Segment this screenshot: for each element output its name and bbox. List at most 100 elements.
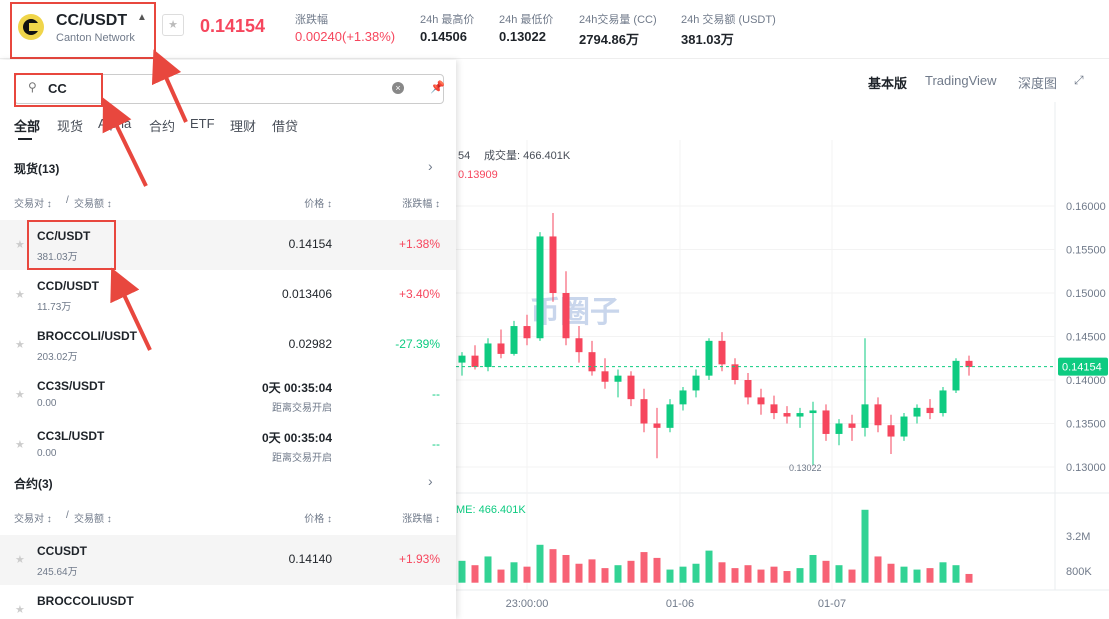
last-price-tag xyxy=(1058,357,1108,376)
star[interactable]: ★ xyxy=(15,239,25,251)
volume-bar xyxy=(679,566,687,583)
column-header[interactable]: 交易额 xyxy=(74,195,112,210)
volume-bar xyxy=(562,554,570,583)
column-header[interactable]: 涨跌幅 xyxy=(402,195,440,210)
volume-bar xyxy=(575,563,583,583)
candle-body xyxy=(939,390,947,414)
star[interactable]: ★ xyxy=(15,554,25,566)
volume-bar xyxy=(926,568,934,583)
stat-label: 24h 最低价 xyxy=(499,14,554,26)
column-header[interactable]: 价格 xyxy=(304,195,332,210)
volume-bar xyxy=(601,568,609,583)
fullscreen[interactable]: ⤢ xyxy=(1074,73,1084,87)
stat-label: 24h交易量 (CC) xyxy=(579,14,657,26)
candle-body xyxy=(822,410,830,434)
view-tab[interactable]: 基本版 xyxy=(868,76,908,91)
volume-bar xyxy=(770,566,778,583)
volume-bar xyxy=(666,569,674,583)
volume-bar xyxy=(497,569,505,583)
pin[interactable]: 📌 xyxy=(430,80,445,94)
market-row[interactable]: ★ CC/USDT 381.03万 0.14154 +1.38% xyxy=(0,220,456,270)
filter-tab[interactable]: 借贷 xyxy=(272,119,299,134)
filter-tab[interactable]: 理财 xyxy=(230,119,257,134)
volume: 0.00 xyxy=(37,448,57,459)
highlight-box xyxy=(10,2,156,59)
candle-body xyxy=(705,340,713,376)
market-row[interactable]: ★ CC3S/USDT 0.00 0天 00:35:04 距离交易开启 -- xyxy=(0,370,456,420)
price: 0.013406 xyxy=(281,287,332,301)
volume-bar xyxy=(965,573,973,583)
star[interactable]: ★ xyxy=(15,289,25,301)
column-header[interactable]: 价格 xyxy=(304,510,332,525)
candle-body xyxy=(926,407,934,414)
market-row[interactable]: ★ CCD/USDT 11.73万 0.013406 +3.40% xyxy=(0,270,456,320)
volume-legend: ME: 466.401K xyxy=(456,504,526,516)
volume-bar xyxy=(952,565,960,583)
market-row[interactable]: ★ CCUSDT 245.64万 0.14140 +1.93% xyxy=(0,535,456,585)
filter-tab[interactable]: Alpha xyxy=(98,116,132,131)
last-price: 0.14154 xyxy=(200,16,266,36)
candle-body xyxy=(731,364,739,380)
chevron[interactable]: › xyxy=(428,473,433,489)
market-row[interactable]: ★ BROCCOLI/USDT 203.02万 0.02982 -27.39% xyxy=(0,320,456,370)
column-header[interactable]: 交易额 xyxy=(74,510,112,525)
star[interactable]: ★ xyxy=(15,389,25,401)
candle-body xyxy=(848,423,856,428)
candle-body xyxy=(861,404,869,428)
volume-bar xyxy=(705,550,713,583)
clear-button[interactable]: × xyxy=(392,82,404,94)
view-tab[interactable]: 深度图 xyxy=(1018,76,1058,91)
candle-body xyxy=(757,397,765,405)
volume-bar xyxy=(549,549,557,583)
filter-tab[interactable]: 全部 xyxy=(14,119,41,134)
favorite[interactable]: ★ xyxy=(162,14,184,36)
star[interactable]: ★ xyxy=(15,439,25,451)
candle-body xyxy=(887,425,895,437)
price: 0天 00:35:04 xyxy=(261,381,332,395)
price: 0.14154 xyxy=(288,237,332,251)
filter-tab[interactable]: ETF xyxy=(190,116,215,131)
view-tab[interactable]: TradingView xyxy=(925,73,997,88)
caret[interactable]: ▲ xyxy=(137,12,147,23)
column-header[interactable]: 涨跌幅 xyxy=(402,510,440,525)
x-tick-label: 01-06 xyxy=(666,598,694,610)
candle-body xyxy=(588,352,596,372)
volume: 245.64万 xyxy=(37,567,78,578)
volume: 203.02万 xyxy=(37,352,78,363)
volume-bar xyxy=(640,552,648,583)
star[interactable]: ★ xyxy=(15,604,25,616)
stat-label: 24h 最高价 xyxy=(420,14,475,26)
change: -- xyxy=(432,387,440,401)
filter-tab[interactable]: 现货 xyxy=(57,119,84,134)
pair: BROCCOLI/USDT xyxy=(37,329,137,343)
filter-tab[interactable]: 合约 xyxy=(149,119,176,134)
highlight-box xyxy=(27,220,116,270)
volume-bar xyxy=(627,560,635,583)
volume-bar xyxy=(510,562,518,583)
volume-bar xyxy=(783,571,791,583)
volume-bar xyxy=(588,559,596,583)
volume-bar xyxy=(900,566,908,583)
volume-bar xyxy=(887,563,895,583)
volume-bar xyxy=(458,560,466,583)
y-tick-label: 0.13000 xyxy=(1066,462,1106,474)
column-header[interactable]: 交易对 xyxy=(14,195,52,210)
search-query[interactable]: CC xyxy=(48,81,67,96)
volume-bar xyxy=(874,556,882,583)
y-tick-label: 0.14500 xyxy=(1066,332,1106,344)
stat-value: 2794.86万 xyxy=(579,32,639,47)
candle-body xyxy=(549,236,557,293)
market-row[interactable]: ★ BROCCOLIUSDT xyxy=(0,585,456,619)
market-row[interactable]: ★ CC3L/USDT 0.00 0天 00:35:04 距离交易开启 -- xyxy=(0,420,456,470)
change: -27.39% xyxy=(395,337,440,351)
candle-body xyxy=(536,236,544,339)
star[interactable]: ★ xyxy=(15,339,25,351)
column-header[interactable]: 交易对 xyxy=(14,510,52,525)
symbol[interactable]: CC/USDT xyxy=(56,12,128,29)
volume-bar xyxy=(471,565,479,583)
candle-body xyxy=(601,371,609,382)
price: 0.14140 xyxy=(288,552,332,566)
chevron[interactable]: › xyxy=(428,158,433,174)
